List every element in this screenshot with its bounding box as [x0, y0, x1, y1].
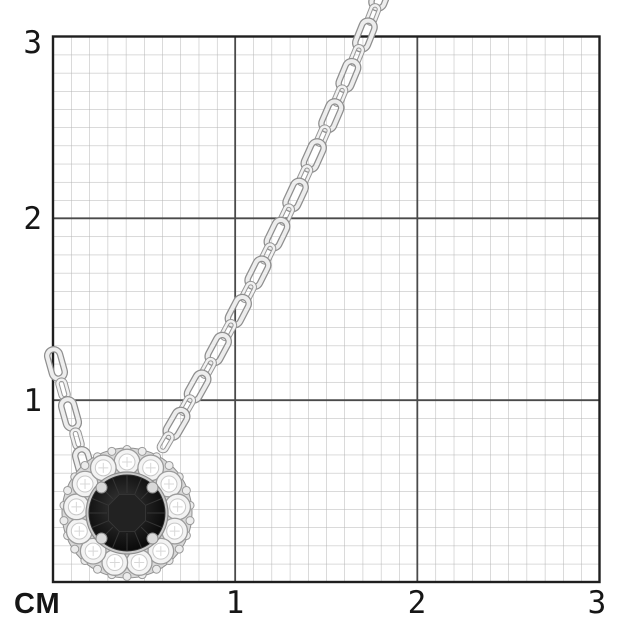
x-tick-1: 1	[226, 585, 245, 621]
rim-bead	[59, 516, 69, 526]
rim-bead	[70, 544, 80, 554]
grid-border	[51, 35, 601, 584]
prong	[146, 532, 159, 545]
center-black-stone	[88, 474, 166, 552]
rim-bead	[122, 572, 132, 581]
y-tick-1: 1	[23, 383, 42, 419]
y-tick-2: 2	[23, 201, 42, 237]
x-tick-2: 2	[408, 585, 427, 621]
halo-stone	[62, 493, 90, 521]
rim-bead	[137, 446, 147, 456]
rim-bead	[63, 485, 73, 495]
rim-bead	[92, 564, 102, 574]
prong	[95, 532, 108, 545]
prongs	[95, 481, 159, 545]
unit-label-cm: СМ	[14, 588, 61, 620]
rim-bead	[181, 485, 191, 495]
rim-bead	[107, 446, 117, 456]
halo-stone	[101, 549, 129, 576]
halo-stone	[113, 448, 141, 476]
diamond-halo	[62, 448, 192, 576]
rim-bead	[164, 460, 174, 470]
x-tick-3: 3	[588, 585, 607, 621]
prong	[146, 481, 159, 494]
rim-bead	[152, 564, 162, 574]
halo-stone	[125, 549, 153, 576]
axis-labels: 3 2 1 СМ 1 2 3	[14, 25, 606, 621]
rim-bead	[185, 516, 195, 526]
halo-stone	[71, 470, 99, 498]
rim-bead	[80, 460, 90, 470]
halo-stone	[161, 517, 189, 545]
halo-stone	[147, 537, 175, 565]
pendant	[59, 445, 195, 581]
halo-stone	[164, 493, 192, 521]
halo-stone	[89, 454, 117, 482]
stone-facets	[89, 475, 165, 551]
halo-stone	[79, 537, 107, 565]
y-tick-3: 3	[23, 25, 42, 61]
rim-bead	[174, 544, 184, 554]
prong	[95, 481, 108, 494]
